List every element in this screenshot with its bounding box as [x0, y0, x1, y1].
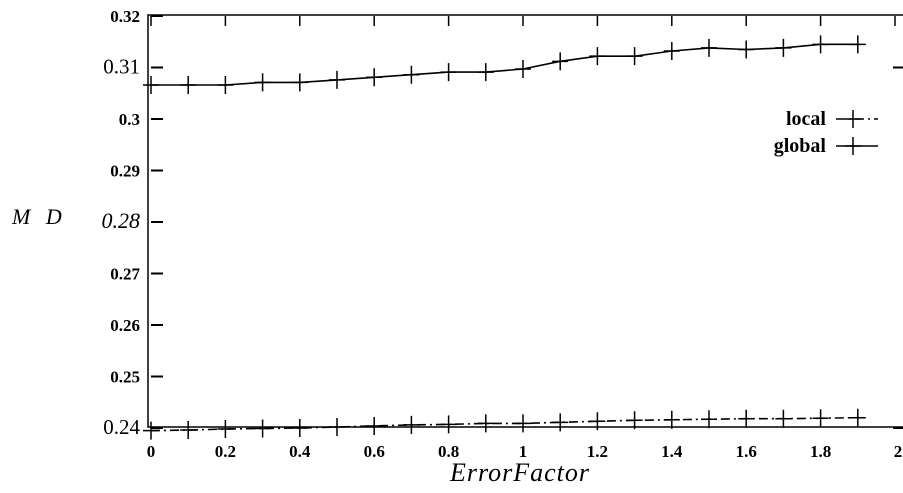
marker-local: [552, 413, 569, 432]
x-tick-label: 0.6: [364, 442, 385, 461]
marker-local: [849, 408, 866, 427]
marker-local: [663, 410, 680, 429]
marker-local: [738, 409, 755, 428]
marker-local: [440, 415, 457, 434]
y-tick-label: 0.3: [119, 110, 140, 129]
marker-global: [775, 38, 792, 57]
marker-local: [515, 414, 531, 433]
axis-ticks: [150, 15, 903, 429]
marker-global: [477, 63, 494, 82]
marker-local: [812, 409, 829, 428]
marker-global: [329, 70, 345, 89]
y-tick-label: 0.27: [110, 265, 140, 284]
marker-local: [626, 411, 643, 430]
marker-global: [812, 35, 829, 54]
x-tick-label: 1.4: [661, 442, 683, 461]
marker-local: [477, 414, 494, 433]
marker-local: [180, 421, 197, 440]
marker-global: [254, 73, 271, 92]
marker-global: [626, 47, 643, 66]
marker-local: [701, 410, 717, 429]
legend-marker-local: [845, 110, 861, 128]
marker-global: [403, 65, 420, 84]
x-tick-label: 0.2: [215, 442, 236, 461]
marker-local: [254, 419, 271, 438]
marker-global: [663, 42, 680, 61]
x-tick-label: 0: [147, 442, 156, 461]
x-tick-labels: 0 0.2 0.4 0.6 0.8 1 1.2 1.4 1.6 1.8 2: [147, 442, 903, 461]
marker-local: [403, 415, 420, 434]
marker-global: [515, 60, 531, 79]
x-tick-label: 2: [894, 442, 903, 461]
y-axis-title: M D: [11, 204, 67, 229]
x-tick-label: 0.4: [289, 442, 311, 461]
marker-global: [440, 63, 457, 82]
x-tick-label: 1.8: [810, 442, 831, 461]
y-tick-label: 0.31: [103, 55, 140, 79]
legend-label-local: local: [786, 108, 826, 130]
marker-global: [552, 52, 569, 71]
marker-local: [291, 419, 308, 437]
plot-frame: [147, 14, 903, 428]
marker-global: [143, 76, 159, 95]
x-tick-label: 1.2: [587, 442, 608, 461]
marker-global: [738, 40, 755, 59]
marker-global: [366, 68, 383, 87]
y-tick-label: 0.25: [110, 368, 140, 387]
marker-local: [366, 416, 383, 435]
series-markers: [143, 35, 866, 440]
marker-local: [143, 421, 159, 440]
x-tick-label: 0.8: [438, 442, 459, 461]
marker-global: [701, 38, 717, 57]
series-lines: [150, 43, 858, 432]
marker-global: [291, 73, 308, 92]
series-line-global: [151, 43, 858, 86]
y-tick-label: 0.29: [110, 162, 140, 181]
marker-global: [849, 35, 866, 54]
marker-global: [589, 47, 606, 66]
marker-global: [180, 76, 197, 95]
legend-label-global: global: [774, 135, 827, 157]
marker-local: [329, 417, 345, 436]
marker-local: [775, 409, 792, 428]
legend-marker-global: [845, 137, 861, 155]
x-tick-label: 1: [519, 442, 528, 461]
legend: local global: [774, 108, 878, 157]
y-tick-label: 0.24: [103, 415, 140, 439]
y-tick-labels: 0.24 0.25 0.26 0.27 0.28 0.29 0.3 0.31 0.32: [102, 7, 141, 439]
y-tick-label: 0.26: [110, 316, 140, 335]
y-tick-label: 0.32: [110, 7, 140, 26]
marker-local: [589, 412, 606, 431]
x-axis-title: ErrorFactor: [449, 458, 590, 487]
x-tick-label: 1.6: [736, 442, 757, 461]
marker-global: [217, 76, 234, 95]
marker-local: [217, 420, 234, 439]
y-tick-label: 0.28: [102, 208, 141, 233]
